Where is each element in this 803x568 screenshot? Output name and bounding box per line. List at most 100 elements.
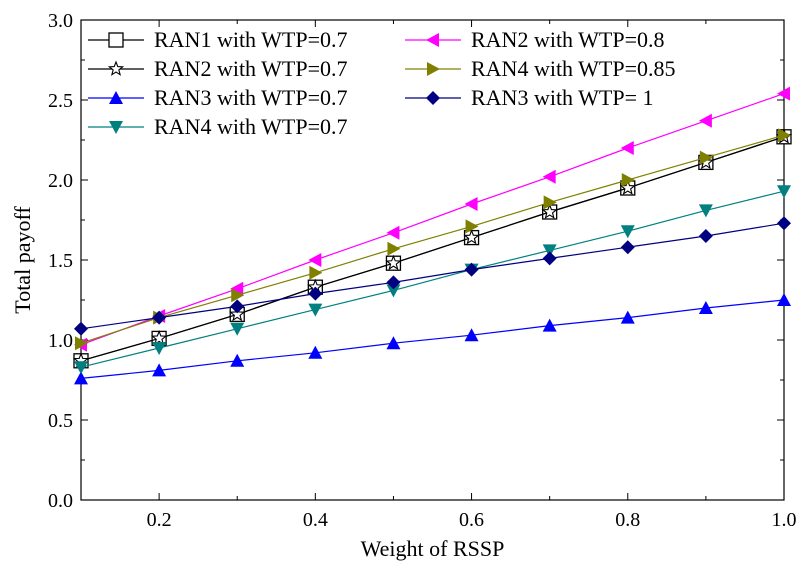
series-line bbox=[80, 299, 785, 379]
legend-item: RAN1 with WTP=0.7 bbox=[88, 27, 348, 52]
data-point bbox=[777, 216, 791, 231]
legend-label: RAN3 with WTP=0.7 bbox=[154, 85, 348, 110]
data-point bbox=[152, 310, 167, 325]
data-point bbox=[386, 284, 401, 298]
data-point bbox=[698, 113, 712, 128]
data-point bbox=[308, 303, 323, 317]
legend-label: RAN1 with WTP=0.7 bbox=[154, 27, 348, 52]
y-tick-label: 2.5 bbox=[48, 90, 73, 112]
legend-label: RAN3 with WTP= 1 bbox=[471, 85, 654, 110]
legend-marker bbox=[427, 62, 440, 76]
legend-item: RAN4 with WTP=0.7 bbox=[88, 114, 348, 139]
x-tick-label: 0.6 bbox=[459, 509, 484, 531]
series-line bbox=[80, 222, 785, 330]
series-4 bbox=[74, 185, 791, 375]
y-axis-title: Total payoff bbox=[10, 206, 35, 314]
series-line bbox=[80, 136, 785, 362]
data-point bbox=[230, 322, 245, 336]
series-line bbox=[80, 134, 785, 344]
legend-item: RAN2 with WTP=0.8 bbox=[405, 27, 665, 52]
y-tick-label: 1.0 bbox=[48, 330, 73, 352]
legend-marker bbox=[108, 32, 124, 48]
series-line bbox=[80, 190, 785, 368]
data-point bbox=[308, 286, 323, 301]
data-point bbox=[231, 288, 245, 303]
data-point bbox=[308, 345, 323, 359]
data-point bbox=[74, 321, 88, 336]
series-7 bbox=[74, 216, 791, 336]
data-point bbox=[541, 203, 558, 219]
x-tick-label: 0.2 bbox=[147, 509, 172, 531]
data-point bbox=[543, 195, 557, 210]
y-tick-label: 2.0 bbox=[48, 170, 73, 192]
data-point bbox=[620, 141, 634, 155]
data-point bbox=[542, 244, 557, 258]
legend-item: RAN3 with WTP= 1 bbox=[405, 85, 654, 110]
data-point bbox=[230, 281, 244, 296]
data-point bbox=[620, 310, 635, 324]
data-point bbox=[152, 342, 167, 355]
legend-item: RAN2 with WTP=0.7 bbox=[88, 56, 348, 81]
series-2 bbox=[72, 128, 793, 368]
x-axis-title: Weight of RSSP bbox=[361, 536, 505, 561]
legend-item: RAN4 with WTP=0.85 bbox=[405, 56, 676, 81]
legend-marker bbox=[426, 91, 440, 105]
data-point bbox=[229, 305, 246, 322]
data-point bbox=[777, 293, 791, 306]
series-line bbox=[80, 93, 785, 346]
data-point bbox=[308, 253, 322, 267]
data-point bbox=[542, 169, 556, 184]
data-point bbox=[777, 86, 790, 101]
data-point bbox=[542, 318, 557, 332]
data-point bbox=[386, 225, 400, 240]
legend-marker bbox=[426, 33, 439, 47]
x-tick-label: 1.0 bbox=[772, 509, 797, 531]
legend-label: RAN4 with WTP=0.85 bbox=[471, 56, 676, 81]
data-point bbox=[699, 150, 713, 165]
data-point bbox=[463, 229, 480, 245]
y-tick-label: 0.0 bbox=[48, 490, 73, 512]
legend-label: RAN4 with WTP=0.7 bbox=[154, 114, 348, 139]
data-point bbox=[698, 204, 713, 218]
series-line bbox=[80, 136, 785, 362]
series-5 bbox=[74, 86, 790, 352]
data-point bbox=[778, 128, 791, 143]
data-point bbox=[75, 336, 88, 351]
series-lines bbox=[72, 86, 793, 385]
data-point bbox=[620, 225, 635, 239]
data-point bbox=[464, 197, 478, 211]
legend-label: RAN2 with WTP=0.7 bbox=[154, 56, 348, 81]
data-point bbox=[464, 262, 479, 277]
legend: RAN1 with WTP=0.7 RAN2 with WTP=0.7 RAN3 w… bbox=[88, 27, 676, 139]
x-tick-label: 0.4 bbox=[303, 509, 328, 531]
y-tick-label: 1.5 bbox=[48, 250, 73, 272]
data-point bbox=[152, 363, 167, 377]
data-point bbox=[150, 329, 168, 346]
data-point bbox=[620, 240, 635, 255]
y-tick-label: 0.5 bbox=[48, 410, 73, 432]
series-3 bbox=[74, 293, 791, 385]
data-point bbox=[309, 265, 323, 280]
data-point bbox=[386, 336, 401, 350]
data-point bbox=[464, 328, 479, 342]
data-point bbox=[698, 229, 713, 243]
y-tick-label: 3.0 bbox=[48, 10, 73, 32]
data-point bbox=[386, 275, 401, 290]
data-point bbox=[230, 299, 245, 314]
legend-marker bbox=[109, 121, 123, 134]
data-point bbox=[465, 219, 479, 234]
x-tick-label: 0.8 bbox=[615, 509, 640, 531]
data-point bbox=[74, 361, 88, 375]
legend-item: RAN3 with WTP=0.7 bbox=[88, 85, 348, 110]
legend-marker bbox=[109, 91, 123, 104]
data-point bbox=[542, 251, 557, 266]
legend-label: RAN2 with WTP=0.8 bbox=[471, 27, 665, 52]
data-point bbox=[777, 185, 791, 199]
data-point bbox=[385, 254, 402, 271]
data-point bbox=[621, 173, 635, 187]
data-point bbox=[230, 353, 245, 367]
data-point bbox=[74, 371, 88, 385]
data-point bbox=[387, 241, 401, 256]
